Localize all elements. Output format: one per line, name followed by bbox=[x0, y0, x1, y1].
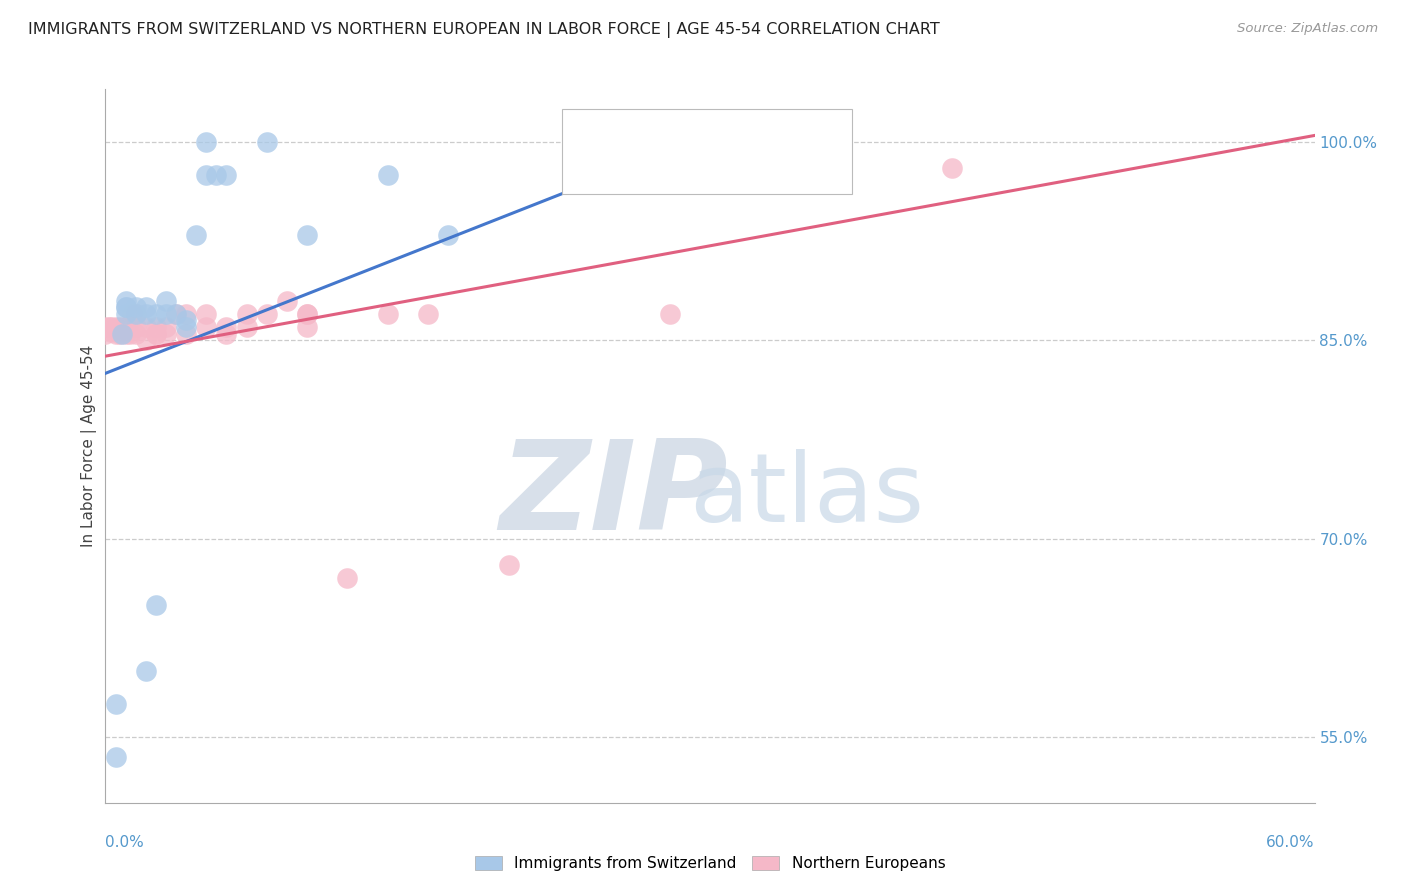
Point bbox=[114, 320, 136, 334]
Text: 60.0%: 60.0% bbox=[1267, 836, 1315, 850]
Point bbox=[110, 326, 132, 341]
Point bbox=[195, 307, 218, 321]
Point bbox=[658, 307, 681, 321]
Point bbox=[121, 307, 143, 321]
Point bbox=[155, 320, 177, 334]
Point bbox=[108, 326, 131, 341]
Point bbox=[256, 307, 278, 321]
Point bbox=[295, 307, 318, 321]
Point bbox=[174, 320, 197, 334]
Point bbox=[235, 307, 257, 321]
Point bbox=[135, 333, 157, 347]
Point bbox=[195, 168, 218, 182]
Point bbox=[195, 320, 218, 334]
Point bbox=[114, 300, 136, 314]
Text: IMMIGRANTS FROM SWITZERLAND VS NORTHERN EUROPEAN IN LABOR FORCE | AGE 45-54 CORR: IMMIGRANTS FROM SWITZERLAND VS NORTHERN … bbox=[28, 22, 939, 38]
Point bbox=[215, 168, 238, 182]
Point bbox=[135, 307, 157, 321]
Point bbox=[205, 168, 228, 182]
Point bbox=[155, 293, 177, 308]
Point bbox=[295, 307, 318, 321]
Point bbox=[145, 598, 167, 612]
Point bbox=[235, 320, 257, 334]
Point bbox=[186, 227, 208, 242]
Point bbox=[165, 307, 187, 321]
Point bbox=[125, 307, 148, 321]
Point bbox=[416, 307, 439, 321]
Point bbox=[215, 320, 238, 334]
Text: ZIP: ZIP bbox=[499, 435, 728, 557]
Point bbox=[276, 293, 298, 308]
Point bbox=[155, 326, 177, 341]
Point bbox=[256, 135, 278, 149]
Point bbox=[100, 326, 122, 340]
Point bbox=[135, 664, 157, 678]
Y-axis label: In Labor Force | Age 45-54: In Labor Force | Age 45-54 bbox=[82, 345, 97, 547]
Point bbox=[295, 320, 318, 334]
Point bbox=[145, 326, 167, 341]
Point bbox=[498, 558, 520, 572]
Point bbox=[118, 326, 141, 341]
Point bbox=[145, 320, 167, 334]
Text: Source: ZipAtlas.com: Source: ZipAtlas.com bbox=[1237, 22, 1378, 36]
Point bbox=[114, 307, 136, 321]
Point bbox=[135, 300, 157, 314]
Point bbox=[135, 320, 157, 334]
Point bbox=[94, 326, 117, 341]
Text: 0.0%: 0.0% bbox=[105, 836, 145, 850]
Text: atlas: atlas bbox=[689, 450, 924, 542]
Point bbox=[114, 300, 136, 314]
Point bbox=[125, 307, 148, 321]
Point bbox=[100, 320, 122, 334]
Point bbox=[941, 161, 963, 176]
Point bbox=[114, 293, 136, 308]
Legend: Immigrants from Switzerland, Northern Europeans: Immigrants from Switzerland, Northern Eu… bbox=[468, 850, 952, 877]
Point bbox=[94, 320, 117, 334]
Point bbox=[108, 320, 131, 334]
Point bbox=[145, 307, 167, 321]
Text: R = 0.269   N = 43: R = 0.269 N = 43 bbox=[603, 161, 773, 178]
Point bbox=[165, 307, 187, 321]
Point bbox=[377, 168, 399, 182]
Point bbox=[195, 135, 218, 149]
Point bbox=[145, 326, 167, 341]
Point bbox=[295, 227, 318, 242]
Point bbox=[336, 571, 359, 585]
Point bbox=[174, 313, 197, 327]
Point bbox=[377, 307, 399, 321]
Point bbox=[125, 300, 148, 314]
Point bbox=[437, 227, 460, 242]
Point bbox=[155, 307, 177, 321]
Point bbox=[104, 326, 127, 341]
Point bbox=[174, 307, 197, 321]
Point bbox=[114, 326, 136, 341]
Point bbox=[104, 697, 127, 711]
Point bbox=[125, 326, 148, 341]
Text: R = 0.469   N = 28: R = 0.469 N = 28 bbox=[603, 126, 773, 144]
Point bbox=[174, 326, 197, 341]
Point bbox=[104, 320, 127, 334]
Point bbox=[98, 320, 121, 334]
Point bbox=[104, 749, 127, 764]
Point bbox=[215, 326, 238, 341]
Point bbox=[125, 320, 148, 334]
